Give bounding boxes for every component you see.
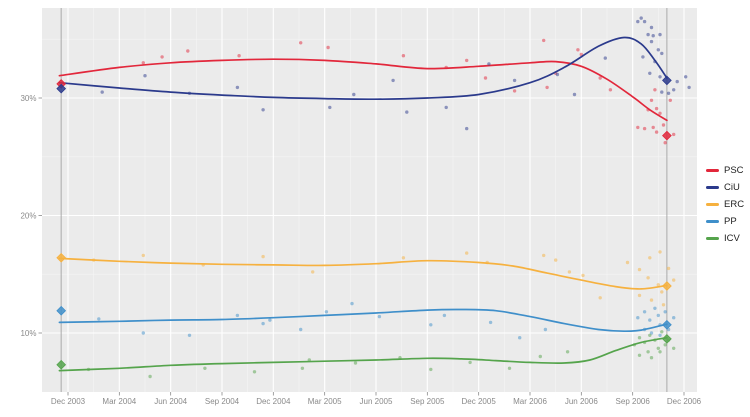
election-result-marker-CiU-2003 xyxy=(56,83,67,94)
psc-line-swatch-icon xyxy=(706,169,719,172)
svg-text:Mar 2005: Mar 2005 xyxy=(308,397,342,406)
grid-minor xyxy=(42,8,697,392)
poll-points-PP xyxy=(97,301,676,340)
election-result-marker-PP-2006 xyxy=(662,319,672,330)
legend-item-pp: PP xyxy=(706,216,744,227)
pp-line-swatch-icon xyxy=(706,220,719,223)
svg-text:Mar 2004: Mar 2004 xyxy=(102,397,136,406)
svg-text:30%: 30% xyxy=(20,94,36,103)
legend: PSC CiU ERC PP ICV xyxy=(706,165,744,244)
election-result-marker-PP-2003 xyxy=(56,305,67,316)
svg-text:Mar 2006: Mar 2006 xyxy=(513,397,547,406)
trend-line-ICV xyxy=(58,336,668,372)
election-result-marker-ERC-2006 xyxy=(662,281,672,291)
ciu-line-swatch-icon xyxy=(706,186,719,189)
legend-label-icv: ICV xyxy=(724,233,740,244)
erc-line-swatch-icon xyxy=(706,203,719,206)
poll-points-PSC xyxy=(141,38,676,145)
legend-item-erc: ERC xyxy=(706,199,744,210)
legend-item-ciu: CiU xyxy=(706,182,744,193)
svg-text:Jun 2006: Jun 2006 xyxy=(565,397,598,406)
x-axis-labels: Dec 2003 Mar 2004 Jun 2004 Sep 2004 Dec 2004… xyxy=(51,392,702,406)
svg-text:Sep 2005: Sep 2005 xyxy=(410,397,445,406)
election-result-marker-CiU-2006 xyxy=(662,75,672,86)
icv-line-swatch-icon xyxy=(706,237,719,240)
svg-text:Sep 2004: Sep 2004 xyxy=(205,397,240,406)
svg-text:Dec 2003: Dec 2003 xyxy=(51,397,86,406)
election-result-marker-ERC-2003 xyxy=(56,252,67,263)
svg-text:Dec 2004: Dec 2004 xyxy=(256,397,291,406)
legend-item-icv: ICV xyxy=(706,233,744,244)
poll-points-CiU xyxy=(100,16,691,131)
svg-text:Sep 2006: Sep 2006 xyxy=(616,397,651,406)
y-axis-labels: 10% 20% 30% xyxy=(20,94,42,338)
election-result-marker-PSC-2006 xyxy=(662,130,672,141)
svg-text:Jun 2005: Jun 2005 xyxy=(360,397,393,406)
trend-line-ERC xyxy=(58,257,668,290)
svg-text:Dec 2006: Dec 2006 xyxy=(667,397,702,406)
legend-label-ciu: CiU xyxy=(724,182,740,193)
trend-line-PP xyxy=(58,308,668,333)
trend-line-PSC xyxy=(58,58,668,122)
legend-label-pp: PP xyxy=(724,216,737,227)
legend-item-psc: PSC xyxy=(706,165,744,176)
election-result-marker-ICV-2003 xyxy=(56,359,67,370)
svg-text:20%: 20% xyxy=(20,211,36,220)
grid-major xyxy=(42,8,697,392)
legend-label-erc: ERC xyxy=(724,199,745,210)
svg-text:10%: 10% xyxy=(20,329,36,338)
svg-text:Jun 2004: Jun 2004 xyxy=(154,397,187,406)
election-result-marker-ICV-2006 xyxy=(662,334,672,344)
svg-text:Dec 2005: Dec 2005 xyxy=(462,397,497,406)
legend-label-psc: PSC xyxy=(724,165,744,176)
trend-line-CiU xyxy=(58,36,668,101)
